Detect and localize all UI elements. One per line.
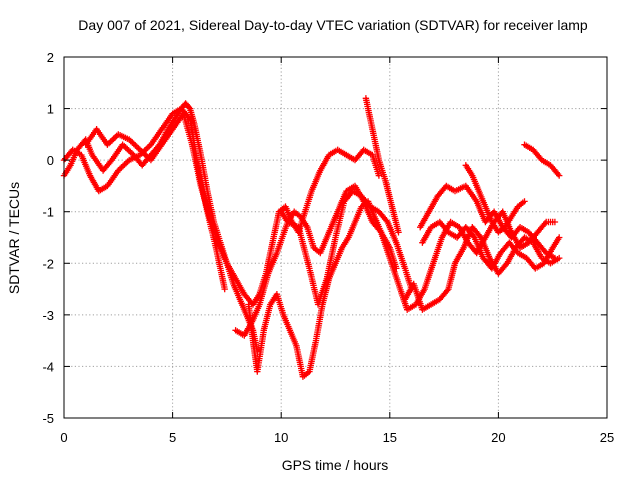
chart-title: Day 007 of 2021, Sidereal Day-to-day VTE… <box>78 17 588 33</box>
x-tick-label: 25 <box>600 430 614 445</box>
y-tick-label: 1 <box>47 102 54 117</box>
y-tick-label: -1 <box>42 205 54 220</box>
data-point-markers <box>462 162 528 236</box>
y-tick-label: -2 <box>42 256 54 271</box>
data-series <box>419 218 563 272</box>
data-series <box>362 95 402 236</box>
data-series <box>278 182 400 272</box>
data-series <box>521 141 563 179</box>
x-tick-label: 20 <box>491 430 505 445</box>
x-axis-label: GPS time / hours <box>282 457 389 473</box>
series-line <box>63 107 226 290</box>
x-tick-label: 5 <box>169 430 176 445</box>
axis-ticks: 0 5 10 15 20 25 -5 -4 -3 -2 -1 0 1 2 <box>42 50 614 445</box>
plot-area <box>60 95 563 380</box>
y-tick-label: 0 <box>47 153 54 168</box>
y-tick-label: -4 <box>42 359 54 374</box>
data-point-markers <box>278 182 400 272</box>
x-tick-label: 15 <box>383 430 397 445</box>
data-series <box>462 162 528 236</box>
data-series <box>82 110 383 308</box>
data-point-markers <box>521 141 563 179</box>
x-tick-label: 10 <box>274 430 288 445</box>
y-tick-label: -5 <box>42 411 54 426</box>
data-point-markers <box>419 218 563 272</box>
data-point-markers <box>362 95 402 236</box>
y-axis-label: SDTVAR / TECUs <box>6 182 22 294</box>
plot-frame <box>63 56 608 419</box>
data-point-markers <box>82 110 383 308</box>
y-tick-label: -3 <box>42 308 54 323</box>
x-tick-label: 0 <box>60 430 67 445</box>
y-tick-label: 2 <box>47 50 54 65</box>
